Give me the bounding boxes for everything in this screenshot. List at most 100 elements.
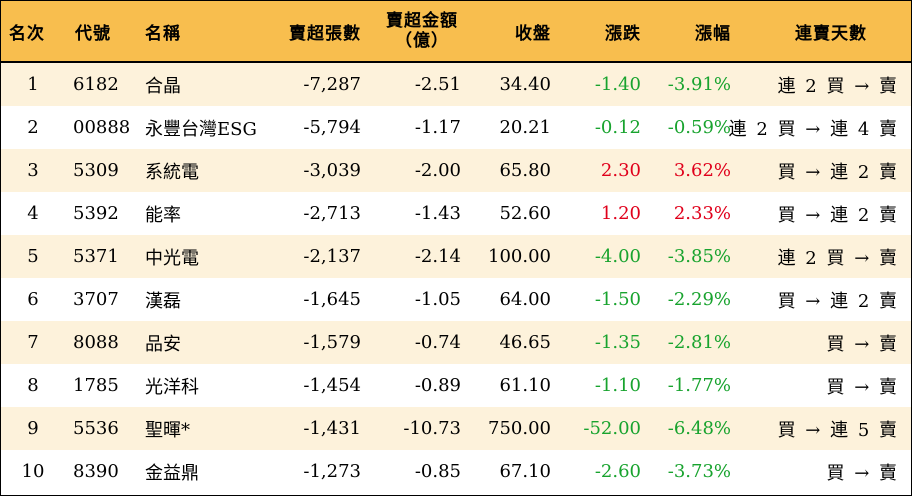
table-row: 5 5371 中光電 -2,137 -2.14 100.00 -4.00 -3.85% 連 2 …: [1, 235, 911, 278]
change-pct-cell: -1.77%: [667, 375, 731, 396]
header-short-count: 賣超張數: [289, 23, 361, 44]
header-change-pct: 漲幅: [695, 23, 731, 44]
change-cell: -1.35: [594, 332, 641, 353]
header-consecutive-days: 連賣天數: [795, 23, 867, 44]
consecutive-days-cell: 買 → 連 5 賣: [777, 419, 899, 441]
rank-cell: 9: [27, 418, 39, 439]
short-count-cell: -2,713: [303, 203, 361, 224]
short-count-cell: -7,287: [303, 74, 361, 95]
short-amount-cell: -10.73: [403, 418, 461, 439]
consecutive-days-cell: 買 → 連 2 賣: [777, 290, 899, 312]
code-cell: 5309: [73, 160, 119, 181]
rank-cell: 1: [27, 74, 39, 95]
consecutive-days-cell: 買 → 賣: [826, 376, 899, 398]
rank-cell: 2: [27, 117, 39, 138]
name-cell: 漢磊: [145, 290, 181, 312]
table-row: 1 6182 合晶 -7,287 -2.51 34.40 -1.40 -3.91% 連 2 買 …: [1, 63, 911, 106]
name-cell: 中光電: [145, 247, 199, 269]
code-cell: 3707: [73, 289, 119, 310]
short-count-cell: -1,579: [303, 332, 361, 353]
short-count-cell: -1,431: [303, 418, 361, 439]
rank-cell: 5: [27, 246, 39, 267]
code-cell: 5536: [73, 418, 119, 439]
change-pct-cell: -6.48%: [667, 418, 731, 439]
name-cell: 永豐台灣ESG: [145, 118, 257, 140]
short-count-cell: -5,794: [303, 117, 361, 138]
close-cell: 61.10: [499, 375, 551, 396]
name-cell: 金益鼎: [145, 462, 199, 484]
short-amount-cell: -0.89: [414, 375, 461, 396]
close-cell: 65.80: [499, 160, 551, 181]
table-row: 2 00888 永豐台灣ESG -5,794 -1.17 20.21 -0.12 -0.59%…: [1, 106, 911, 149]
table-row: 3 5309 系統電 -3,039 -2.00 65.80 2.30 3.62% 買 → 連 2…: [1, 149, 911, 192]
rank-cell: 3: [27, 160, 39, 181]
consecutive-days-cell: 連 2 買 → 連 4 賣: [728, 118, 899, 140]
close-cell: 34.40: [499, 74, 551, 95]
change-pct-cell: -2.81%: [667, 332, 731, 353]
table-row: 7 8088 品安 -1,579 -0.74 46.65 -1.35 -2.81% 買 → 賣: [1, 321, 911, 364]
name-cell: 聖暉*: [145, 419, 190, 441]
short-count-cell: -1,273: [303, 461, 361, 482]
change-pct-cell: -0.59%: [667, 117, 731, 138]
close-cell: 64.00: [499, 289, 551, 310]
name-cell: 合晶: [145, 75, 181, 97]
code-cell: 5392: [73, 203, 119, 224]
short-amount-cell: -2.14: [414, 246, 461, 267]
table-row: 10 8390 金益鼎 -1,273 -0.85 67.10 -2.60 -3.73% 買 → …: [1, 450, 911, 493]
change-cell: -1.10: [594, 375, 641, 396]
header-short-amount-line2: （億）: [395, 31, 449, 51]
name-cell: 系統電: [145, 161, 199, 183]
short-amount-cell: -2.51: [414, 74, 461, 95]
table-row: 8 1785 光洋科 -1,454 -0.89 61.10 -1.10 -1.77% 買 → 賣: [1, 364, 911, 407]
change-pct-cell: 3.62%: [673, 160, 731, 181]
header-rank: 名次: [9, 23, 45, 44]
consecutive-days-cell: 連 2 買 → 賣: [777, 247, 899, 269]
rank-cell: 4: [27, 203, 39, 224]
consecutive-days-cell: 買 → 賣: [826, 462, 899, 484]
table-row: 9 5536 聖暉* -1,431 -10.73 750.00 -52.00 -6.48% 買 …: [1, 407, 911, 450]
rank-cell: 6: [27, 289, 39, 310]
change-cell: 1.20: [600, 203, 641, 224]
header-short-amount-line1: 賣超金額: [386, 11, 458, 31]
code-cell: 8088: [73, 332, 119, 353]
change-cell: -52.00: [583, 418, 641, 439]
rank-cell: 10: [21, 461, 45, 482]
name-cell: 光洋科: [145, 376, 199, 398]
table-row: 6 3707 漢磊 -1,645 -1.05 64.00 -1.50 -2.29% 買 → 連 …: [1, 278, 911, 321]
code-cell: 00888: [73, 117, 131, 138]
name-cell: 能率: [145, 204, 181, 226]
header-code: 代號: [75, 23, 111, 44]
code-cell: 1785: [73, 375, 119, 396]
code-cell: 6182: [73, 74, 119, 95]
short-amount-cell: -0.74: [414, 332, 461, 353]
change-cell: -4.00: [594, 246, 641, 267]
rank-cell: 8: [27, 375, 39, 396]
consecutive-days-cell: 連 2 買 → 賣: [777, 75, 899, 97]
close-cell: 46.65: [499, 332, 551, 353]
short-amount-cell: -1.17: [414, 117, 461, 138]
change-cell: -2.60: [594, 461, 641, 482]
short-amount-cell: -1.43: [414, 203, 461, 224]
short-amount-cell: -0.85: [414, 461, 461, 482]
change-cell: 2.30: [600, 160, 641, 181]
close-cell: 67.10: [499, 461, 551, 482]
close-cell: 750.00: [488, 418, 551, 439]
change-pct-cell: -3.85%: [667, 246, 731, 267]
code-cell: 5371: [73, 246, 119, 267]
consecutive-days-cell: 買 → 賣: [826, 333, 899, 355]
header-change: 漲跌: [605, 23, 641, 44]
close-cell: 52.60: [499, 203, 551, 224]
header-short-amount: 賣超金額 （億）: [377, 1, 467, 61]
close-cell: 20.21: [499, 117, 551, 138]
short-count-cell: -2,137: [303, 246, 361, 267]
table-row: 4 5392 能率 -2,713 -1.43 52.60 1.20 2.33% 買 → 連 2 …: [1, 192, 911, 235]
header-name: 名稱: [145, 23, 181, 44]
change-pct-cell: -3.73%: [667, 461, 731, 482]
change-pct-cell: -2.29%: [667, 289, 731, 310]
change-cell: -1.40: [594, 74, 641, 95]
close-cell: 100.00: [488, 246, 551, 267]
name-cell: 品安: [145, 333, 181, 355]
change-pct-cell: -3.91%: [667, 74, 731, 95]
header-close: 收盤: [515, 23, 551, 44]
